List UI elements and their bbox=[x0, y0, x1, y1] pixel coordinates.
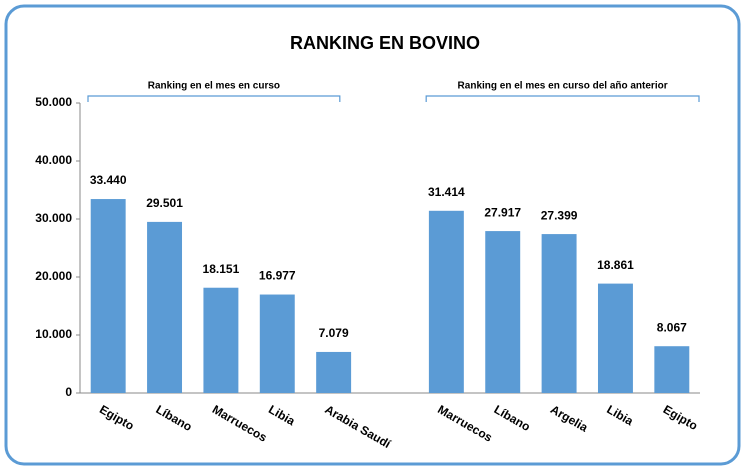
value-label: 27.399 bbox=[541, 208, 578, 222]
value-label: 7.079 bbox=[319, 326, 349, 340]
group-bracket bbox=[87, 95, 341, 102]
value-label: 27.917 bbox=[484, 205, 521, 219]
y-tick-label: 40.000 bbox=[35, 153, 72, 167]
bar bbox=[259, 294, 295, 393]
value-label: 8.067 bbox=[657, 320, 687, 334]
bar bbox=[485, 231, 521, 393]
group-label: Ranking en el mes en curso bbox=[148, 81, 280, 92]
bar bbox=[316, 351, 352, 393]
y-tick-label: 30.000 bbox=[35, 211, 72, 225]
group-bracket bbox=[425, 95, 700, 102]
value-label: 16.977 bbox=[259, 269, 296, 283]
value-label: 31.414 bbox=[428, 185, 465, 199]
group-label: Ranking en el mes en curso del año anter… bbox=[458, 81, 668, 92]
chart-title: RANKING EN BOVINO bbox=[290, 33, 480, 53]
y-tick-label: 0 bbox=[65, 385, 72, 399]
value-label: 33.440 bbox=[90, 173, 127, 187]
value-label: 29.501 bbox=[146, 196, 183, 210]
y-tick-label: 20.000 bbox=[35, 269, 72, 283]
value-label: 18.861 bbox=[597, 258, 634, 272]
bar bbox=[541, 234, 577, 393]
bar bbox=[203, 287, 239, 393]
bar bbox=[428, 210, 464, 393]
bar bbox=[147, 221, 183, 393]
bar bbox=[597, 283, 633, 393]
y-tick-label: 50.000 bbox=[35, 95, 72, 109]
value-label: 18.151 bbox=[203, 262, 240, 276]
y-tick-label: 10.000 bbox=[35, 327, 72, 341]
bar bbox=[90, 199, 126, 393]
bar bbox=[654, 346, 690, 393]
